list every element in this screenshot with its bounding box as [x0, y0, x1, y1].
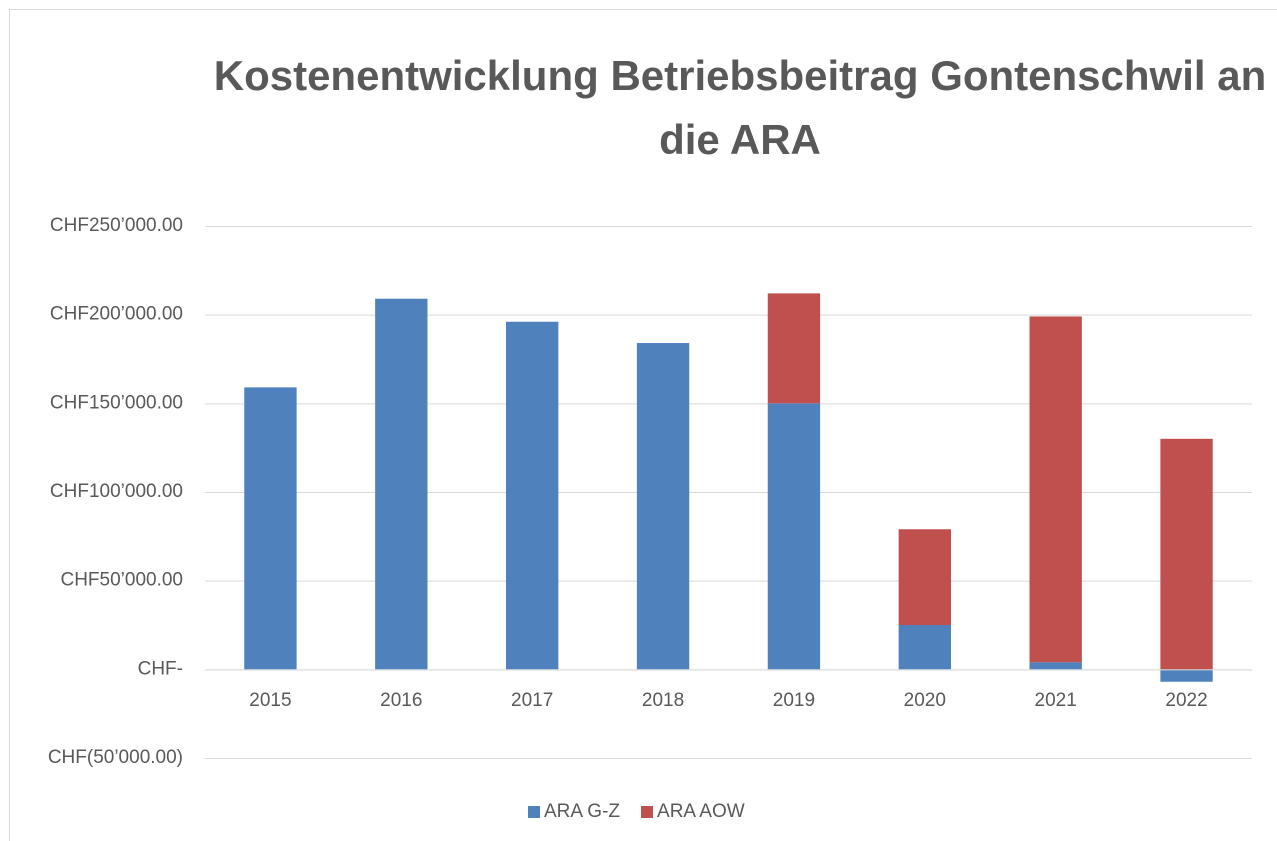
bar [375, 298, 428, 670]
bar [1160, 669, 1213, 682]
legend-label: ARA AOW [657, 801, 745, 822]
y-tick-label: CHF50’000.00 [60, 570, 183, 591]
x-tick-label: 2015 [249, 690, 291, 711]
x-tick-label: 2017 [511, 690, 553, 711]
legend-swatch [641, 806, 654, 818]
y-tick-label: CHF200’000.00 [50, 304, 183, 325]
bar [767, 403, 821, 670]
y-tick-label: CHF150’000.00 [50, 392, 183, 413]
y-tick-label: CHF(50’000.00) [48, 747, 183, 768]
bar [244, 387, 297, 670]
chart-title: Kostenentwicklung Betriebsbeitrag Gonten… [213, 52, 1267, 163]
bar [1160, 438, 1213, 670]
legend-label: ARA G-Z [544, 801, 620, 822]
bar [898, 625, 951, 670]
x-tick-label: 2019 [773, 690, 815, 711]
bar [898, 529, 951, 625]
y-tick-label: CHF- [138, 658, 183, 679]
bar [636, 343, 690, 670]
x-tick-label: 2022 [1165, 690, 1207, 711]
x-tick-label: 2021 [1035, 690, 1077, 711]
x-tick-label: 2016 [380, 690, 422, 711]
y-tick-label: CHF250’000.00 [50, 215, 183, 236]
y-tick-label: CHF100’000.00 [50, 481, 183, 502]
bar [506, 321, 559, 670]
bar [1029, 662, 1082, 670]
x-tick-label: 2018 [642, 690, 684, 711]
bar [767, 293, 821, 404]
bar [1029, 316, 1082, 663]
chart-border [9, 9, 1277, 841]
x-tick-label: 2020 [904, 690, 946, 711]
legend-swatch [528, 806, 540, 818]
